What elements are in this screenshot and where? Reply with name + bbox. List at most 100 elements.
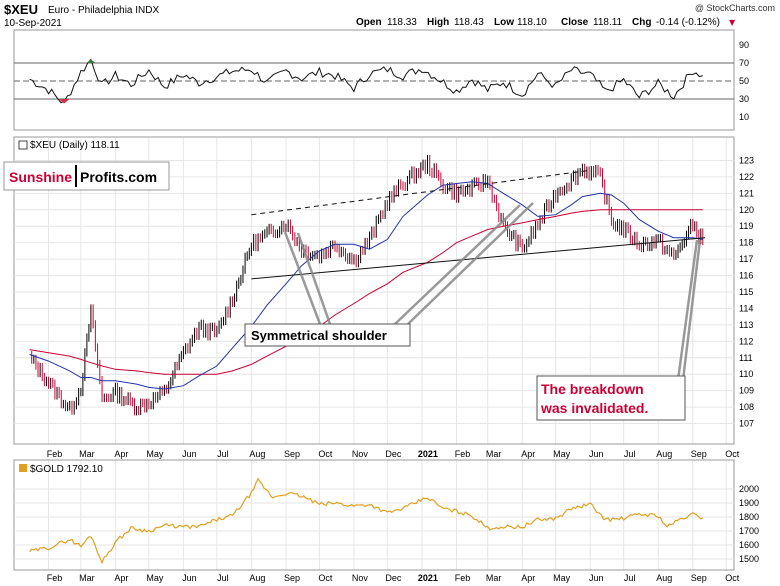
gold-legend-swatch xyxy=(19,464,27,472)
price-x-tick-label: Jul xyxy=(217,449,229,459)
price-legend-swatch xyxy=(18,140,28,150)
gold-panel-title: $GOLD 1792.10 xyxy=(30,464,103,475)
gold-x-tick-label: Jul xyxy=(624,573,636,583)
price-tick-label: 118 xyxy=(739,238,753,248)
price-x-tick-label: Apr xyxy=(521,449,535,459)
ma-long-line xyxy=(29,209,703,375)
shoulder-label: Symmetrical shoulder xyxy=(251,328,387,343)
chg-value: -0.14 (-0.12%) xyxy=(656,17,720,28)
price-tick-label: 121 xyxy=(739,188,754,198)
gold-x-tick-label: Aug xyxy=(656,573,672,583)
gold-x-tick-label: Apr xyxy=(521,573,535,583)
price-tick-label: 111 xyxy=(739,353,753,363)
price-tick-label: 119 xyxy=(739,221,753,231)
gold-x-tick-label: Feb xyxy=(455,573,471,583)
gold-x-tick-label: Mar xyxy=(79,573,95,583)
low-value: 118.10 xyxy=(517,17,547,28)
gold-x-tick-label: Jul xyxy=(217,573,229,583)
price-x-tick-label: Jun xyxy=(589,449,604,459)
gold-tick-label: 1800 xyxy=(739,512,759,522)
lower-trendline xyxy=(251,237,706,280)
gold-x-tick-label: 2021 xyxy=(418,573,438,583)
gold-x-tick-label: Apr xyxy=(114,573,128,583)
gold-x-tick-label: Dec xyxy=(385,573,402,583)
gold-x-tick-label: Oct xyxy=(318,573,333,583)
symbol-label: $XEU xyxy=(4,2,38,17)
price-x-tick-label: 2021 xyxy=(418,449,438,459)
price-x-tick-label: Mar xyxy=(79,449,95,459)
gold-tick-label: 1600 xyxy=(739,540,759,550)
rsi-panel xyxy=(13,29,735,131)
gold-x-tick-label: May xyxy=(146,573,164,583)
gold-x-tick-label: Jun xyxy=(182,573,197,583)
gold-tick-label: 1900 xyxy=(739,498,759,508)
price-tick-label: 114 xyxy=(739,303,753,313)
rsi-line xyxy=(29,58,703,104)
close-value: 118.11 xyxy=(593,17,623,28)
gold-x-tick-label: Sep xyxy=(284,573,300,583)
gold-x-tick-label: Aug xyxy=(249,573,265,583)
gold-line xyxy=(29,477,703,565)
open-label: Open xyxy=(356,17,382,28)
rsi-tick-label: 70 xyxy=(739,58,749,68)
price-x-tick-label: Sep xyxy=(691,449,707,459)
price-tick-label: 108 xyxy=(739,402,754,412)
rsi-overbought-fill xyxy=(86,59,96,63)
gold-x-tick-label: Mar xyxy=(486,573,502,583)
breakdown-label-box xyxy=(536,375,686,421)
chart-date: 10-Sep-2021 xyxy=(4,18,62,29)
price-x-tick-label: Feb xyxy=(47,449,63,459)
shoulder-label-box xyxy=(244,323,411,347)
price-x-tick-label: Oct xyxy=(318,449,333,459)
price-x-tick-label: May xyxy=(146,449,164,459)
logo-box xyxy=(3,161,170,191)
breakdown-label-line2: was invalidated. xyxy=(540,400,648,416)
gold-x-tick-label: Jun xyxy=(589,573,604,583)
gold-x-tick-label: Oct xyxy=(725,573,740,583)
price-tick-label: 120 xyxy=(739,205,754,215)
open-value: 118.33 xyxy=(387,17,417,28)
price-x-tick-label: Apr xyxy=(114,449,128,459)
price-tick-label: 115 xyxy=(739,287,753,297)
price-tick-label: 112 xyxy=(739,336,753,346)
rsi-tick-label: 10 xyxy=(739,112,749,122)
price-x-tick-label: Aug xyxy=(656,449,672,459)
chg-label: Chg xyxy=(632,17,651,28)
shoulder-pointers xyxy=(283,202,702,381)
gold-panel xyxy=(13,459,735,571)
gold-x-tick-label: Sep xyxy=(691,573,707,583)
symbol-name: Euro - Philadelphia INDX xyxy=(48,5,159,16)
low-label: Low xyxy=(494,17,514,28)
breakdown-label-line1: The breakdown xyxy=(541,381,644,397)
gold-x-tick-label: Nov xyxy=(352,573,369,583)
price-tick-label: 116 xyxy=(739,271,753,281)
logo-text-black: Profits.com xyxy=(80,169,157,185)
price-x-tick-label: Oct xyxy=(725,449,740,459)
chg-down-arrow-icon: ▼ xyxy=(729,18,736,27)
rsi-oversold-fill xyxy=(58,99,70,104)
price-x-tick-label: Feb xyxy=(455,449,471,459)
price-tick-label: 107 xyxy=(739,419,754,429)
price-panel xyxy=(13,136,735,445)
gold-tick-label: 1500 xyxy=(739,554,759,564)
price-tick-label: 109 xyxy=(739,386,754,396)
price-x-tick-label: Jun xyxy=(182,449,197,459)
high-label: High xyxy=(427,17,449,28)
high-value: 118.43 xyxy=(454,17,484,28)
gold-tick-label: 2000 xyxy=(739,484,759,494)
gold-tick-label: 1700 xyxy=(739,526,759,536)
logo-text-red: Sunshine xyxy=(9,169,72,185)
price-x-tick-label: Dec xyxy=(385,449,402,459)
price-x-tick-label: Mar xyxy=(486,449,502,459)
ma-short-line xyxy=(29,181,703,390)
price-panel-title: $XEU (Daily) 118.11 xyxy=(30,140,120,151)
logo-divider xyxy=(75,165,77,187)
rsi-tick-label: 90 xyxy=(739,40,749,50)
gold-x-tick-label: May xyxy=(553,573,571,583)
price-x-tick-label: May xyxy=(553,449,571,459)
rsi-tick-label: 50 xyxy=(739,76,749,86)
price-x-tick-label: Aug xyxy=(249,449,265,459)
stockcharts-credit: @ StockCharts.com xyxy=(695,3,775,13)
upper-trendline xyxy=(251,169,591,216)
